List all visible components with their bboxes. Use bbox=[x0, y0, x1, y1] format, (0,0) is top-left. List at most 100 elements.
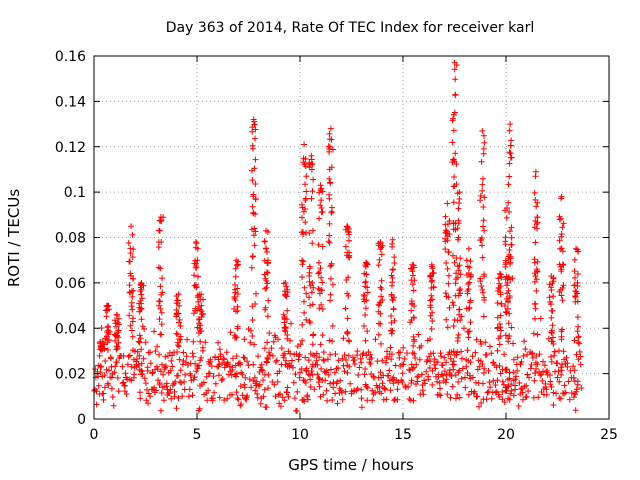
data-point bbox=[128, 303, 135, 310]
data-point bbox=[230, 355, 236, 362]
data-point bbox=[533, 276, 540, 283]
data-point bbox=[490, 359, 497, 366]
data-point bbox=[390, 305, 397, 312]
data-point bbox=[450, 302, 457, 309]
data-point bbox=[318, 287, 325, 294]
data-point bbox=[158, 390, 165, 396]
data-point bbox=[377, 310, 384, 317]
data-point bbox=[130, 275, 137, 282]
data-point bbox=[444, 200, 451, 207]
data-point bbox=[128, 363, 135, 370]
data-point bbox=[268, 345, 275, 352]
data-point bbox=[347, 380, 354, 387]
data-point bbox=[289, 357, 295, 364]
data-point bbox=[317, 265, 324, 272]
data-point bbox=[301, 398, 308, 405]
data-point bbox=[131, 371, 138, 378]
data-point bbox=[496, 362, 503, 369]
data-point bbox=[558, 245, 565, 252]
data-point bbox=[428, 261, 435, 268]
data-point bbox=[455, 331, 462, 338]
data-point bbox=[157, 368, 164, 375]
data-point bbox=[234, 285, 241, 292]
data-point bbox=[548, 330, 555, 336]
data-point bbox=[492, 382, 499, 388]
y-tick-labels: 0 0.02 0.04 0.06 0.08 0.1 0.12 0.14 0.16 bbox=[55, 49, 86, 428]
data-point bbox=[451, 183, 458, 189]
data-point bbox=[487, 384, 494, 391]
data-point bbox=[574, 381, 581, 388]
data-point bbox=[318, 185, 325, 192]
data-point bbox=[397, 349, 404, 356]
data-point bbox=[198, 291, 205, 298]
data-point bbox=[299, 274, 305, 281]
data-point bbox=[451, 361, 457, 368]
data-point bbox=[506, 294, 513, 301]
data-point bbox=[375, 331, 382, 338]
data-point bbox=[296, 351, 303, 358]
data-point bbox=[394, 386, 401, 393]
data-point bbox=[307, 384, 314, 390]
data-point bbox=[399, 379, 406, 385]
data-point bbox=[316, 189, 323, 196]
data-point bbox=[378, 286, 385, 293]
data-point bbox=[507, 255, 514, 262]
data-point bbox=[543, 391, 550, 398]
data-point bbox=[315, 270, 322, 277]
data-point bbox=[175, 310, 182, 317]
data-point bbox=[391, 254, 398, 261]
data-point bbox=[305, 357, 312, 364]
data-point bbox=[245, 362, 252, 369]
data-point bbox=[416, 356, 423, 363]
data-point bbox=[294, 408, 300, 414]
data-point bbox=[130, 315, 136, 322]
data-point bbox=[129, 306, 136, 313]
data-point bbox=[559, 326, 566, 333]
data-point bbox=[290, 364, 296, 371]
data-point bbox=[378, 244, 385, 251]
data-point bbox=[526, 374, 532, 381]
data-point bbox=[514, 367, 521, 374]
data-point bbox=[571, 268, 578, 275]
data-point bbox=[249, 333, 256, 339]
data-point bbox=[451, 59, 458, 66]
data-point bbox=[127, 289, 134, 296]
data-point bbox=[364, 384, 371, 391]
data-point bbox=[309, 332, 316, 339]
data-point bbox=[285, 393, 292, 400]
data-point bbox=[307, 302, 313, 309]
data-point bbox=[200, 379, 207, 386]
data-point bbox=[156, 316, 163, 323]
data-point bbox=[325, 371, 332, 378]
data-point bbox=[318, 197, 325, 204]
data-point bbox=[378, 293, 385, 300]
data-point bbox=[328, 366, 334, 373]
data-point bbox=[328, 204, 335, 211]
y-tick-label: 0.1 bbox=[64, 185, 86, 201]
data-point bbox=[176, 356, 183, 363]
data-point bbox=[434, 378, 441, 385]
data-point bbox=[323, 387, 330, 394]
data-point bbox=[497, 271, 504, 278]
data-point bbox=[216, 346, 223, 353]
data-point bbox=[317, 202, 324, 209]
data-point bbox=[484, 389, 491, 396]
data-point bbox=[503, 309, 510, 316]
data-point bbox=[130, 287, 137, 294]
data-point bbox=[488, 395, 495, 402]
data-point bbox=[261, 386, 268, 393]
data-point bbox=[104, 302, 111, 309]
data-point bbox=[362, 366, 369, 372]
data-point bbox=[123, 391, 130, 397]
data-point bbox=[309, 341, 316, 348]
data-point bbox=[205, 387, 212, 394]
data-point bbox=[105, 382, 112, 389]
data-point bbox=[278, 403, 284, 410]
data-point bbox=[233, 257, 240, 264]
data-point bbox=[315, 241, 322, 248]
data-point bbox=[326, 232, 333, 239]
data-point bbox=[232, 333, 239, 340]
data-point bbox=[327, 291, 334, 298]
data-point bbox=[508, 241, 515, 248]
